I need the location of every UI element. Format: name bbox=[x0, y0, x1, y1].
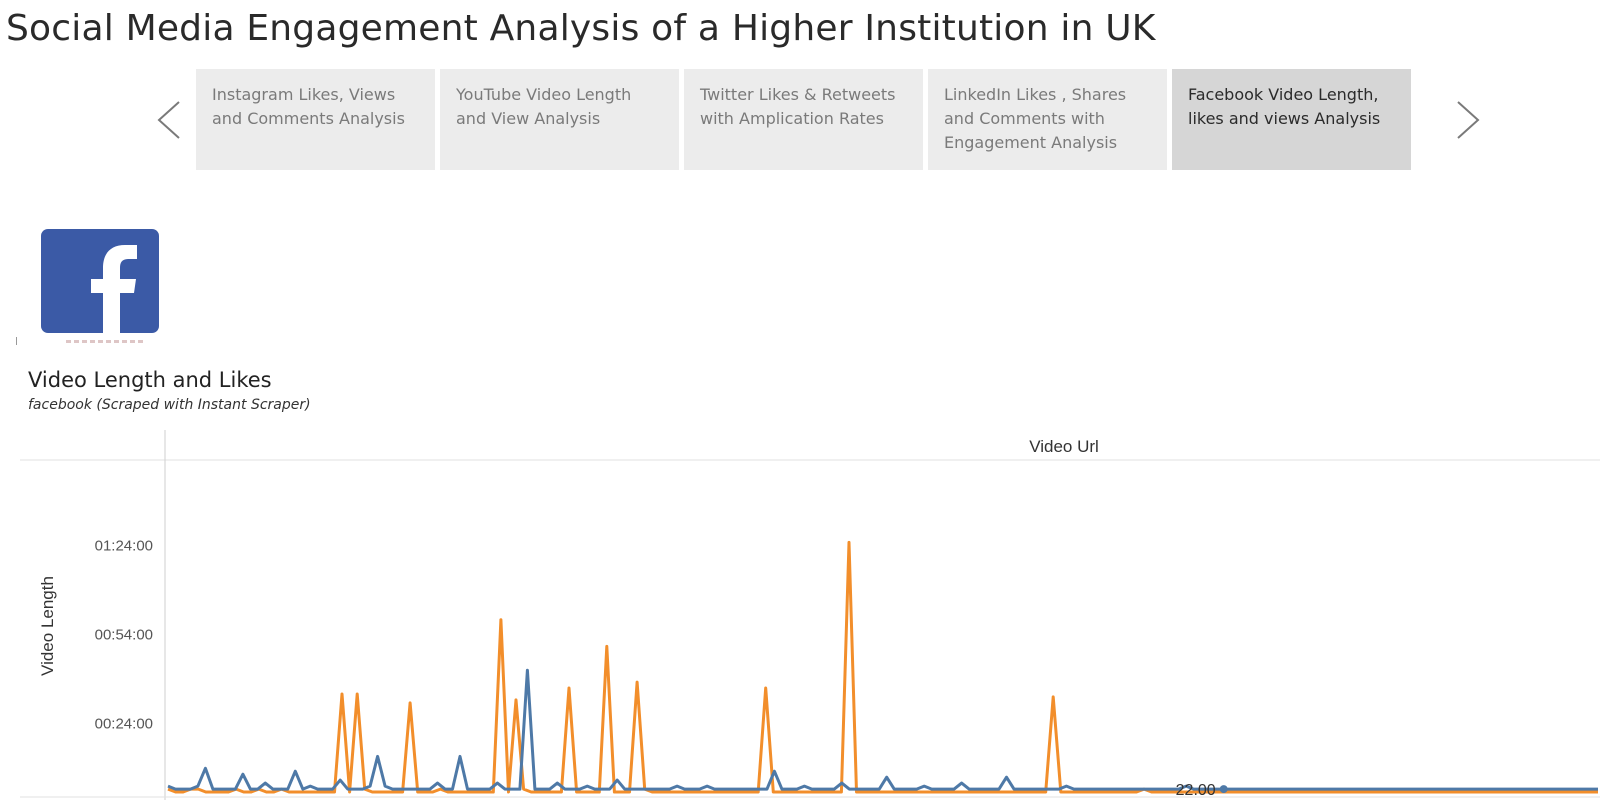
chevron-right-icon[interactable] bbox=[1452, 100, 1482, 140]
tab-facebook[interactable]: Facebook Video Length, likes and views A… bbox=[1172, 69, 1411, 170]
page-title: Social Media Engagement Analysis of a Hi… bbox=[6, 8, 1156, 49]
column-header: Video Url bbox=[1029, 437, 1099, 456]
y-tick-label: 00:54:00 bbox=[95, 627, 153, 644]
tab-instagram[interactable]: Instagram Likes, Views and Comments Anal… bbox=[196, 69, 435, 170]
series-line-video-length bbox=[167, 540, 1598, 794]
chart-title: Video Length and Likes bbox=[28, 368, 272, 392]
y-axis-title: Video Length bbox=[38, 576, 57, 676]
series-line-likes bbox=[167, 668, 1598, 791]
annotation-marker bbox=[1219, 785, 1228, 794]
logo-caption bbox=[66, 340, 146, 343]
y-tick-label: 01:24:00 bbox=[95, 537, 153, 554]
facebook-logo-icon bbox=[41, 229, 159, 333]
chevron-left-icon[interactable] bbox=[155, 100, 185, 140]
tab-linkedin[interactable]: LinkedIn Likes , Shares and Comments wit… bbox=[928, 69, 1167, 170]
chart-subtitle: facebook (Scraped with Instant Scraper) bbox=[28, 397, 311, 413]
tab-twitter[interactable]: Twitter Likes & Retweets with Amplicatio… bbox=[684, 69, 923, 170]
logo-divider bbox=[16, 337, 17, 345]
tab-youtube[interactable]: YouTube Video Length and View Analysis bbox=[440, 69, 679, 170]
y-tick-label: 00:24:00 bbox=[95, 716, 153, 733]
annotation-label: 22.00 bbox=[1176, 782, 1216, 799]
